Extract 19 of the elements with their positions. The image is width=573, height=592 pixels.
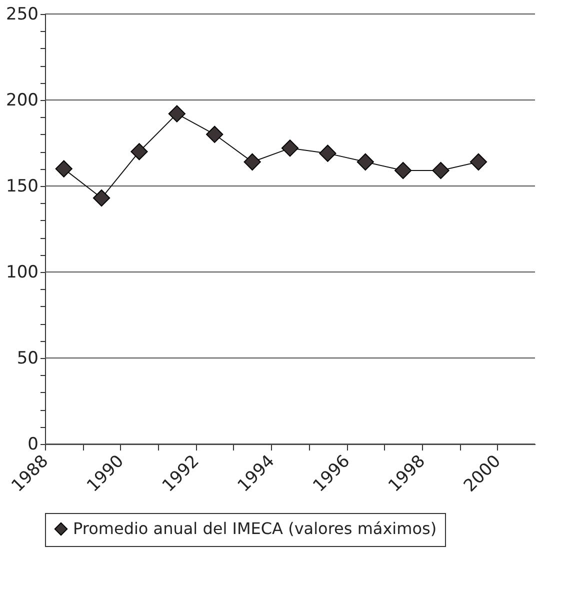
point: [356, 153, 374, 170]
point: [319, 144, 336, 162]
point: [432, 162, 450, 180]
y-tick-label: 0: [28, 434, 38, 454]
legend-label: Promedio anual del IMECA (valores máximos): [73, 519, 437, 538]
y-tick-label: 150: [6, 176, 38, 196]
y-tick-label: 200: [6, 90, 38, 110]
point: [206, 126, 224, 143]
point: [168, 105, 186, 122]
y-tick-label: 50: [16, 348, 38, 368]
y-tick-label: 250: [6, 4, 38, 24]
point: [244, 153, 261, 170]
point: [92, 189, 110, 207]
point: [394, 162, 412, 180]
point: [130, 143, 148, 160]
point: [470, 153, 488, 170]
y-tick-label: 100: [6, 262, 38, 282]
point: [55, 160, 72, 178]
point: [281, 140, 299, 157]
